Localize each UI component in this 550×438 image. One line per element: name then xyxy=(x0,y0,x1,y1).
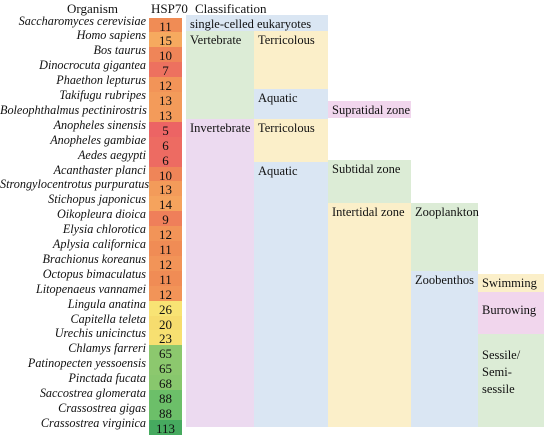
class-sessile: Sessile/ Semi- sessile xyxy=(478,334,544,427)
hsp70-cell: 12 xyxy=(149,226,182,242)
hsp70-cell: 9 xyxy=(149,211,182,227)
hsp70-cell: 11 xyxy=(149,270,182,287)
hsp70-cell: 15 xyxy=(149,32,182,48)
class-zooplankton: Zooplankton xyxy=(411,203,479,271)
hsp70-cell: 88 xyxy=(149,390,182,406)
hsp70-cell: 68 xyxy=(149,375,182,391)
class-swimming: Swimming xyxy=(478,274,544,292)
header-classification: Classification xyxy=(195,1,267,16)
hsp70-cell: 7 xyxy=(149,62,182,78)
organism-name: Patinopecten yessoensis xyxy=(27,356,146,371)
organism-name: Brachionus koreanus xyxy=(42,251,146,266)
organism-name: Phaethon lepturus xyxy=(56,73,146,88)
hsp70-cell: 12 xyxy=(149,285,182,302)
header-organism: Organism xyxy=(67,1,119,16)
organism-name: Oikopleura dioica xyxy=(56,207,146,222)
hsp70-cell: 113 xyxy=(149,419,182,436)
hsp70-cell: 65 xyxy=(149,345,182,361)
hsp70-cell: 13 xyxy=(149,106,182,123)
hsp70-cell: 14 xyxy=(149,196,182,212)
organism-name: Homo sapiens xyxy=(76,28,146,43)
organism-name: Litopenaeus vannamei xyxy=(35,281,146,296)
organism-name: Strongylocentrotus purpuratus xyxy=(0,177,150,192)
organism-name: Takifugu rubripes xyxy=(59,88,146,102)
hsp70-cell: 23 xyxy=(149,330,182,346)
hsp70-cell: 5 xyxy=(149,121,182,138)
hsp70-cell: 12 xyxy=(149,77,182,93)
sessile-line-1: Sessile/ xyxy=(482,348,521,362)
class-intertidal: Intertidal zone xyxy=(328,203,411,427)
organism-name: Dinocrocuta gigantea xyxy=(39,58,146,73)
organism-name: Anopheles gambiae xyxy=(50,132,146,147)
sessile-line-3: sessile xyxy=(482,382,515,396)
hsp70-cell: 6 xyxy=(149,151,182,168)
organism-name: Boleophthalmus pectinirostris xyxy=(0,102,147,117)
class-single-celled: single-celled eukaryotes xyxy=(186,15,328,31)
hsp70-cell: 12 xyxy=(149,255,182,272)
hsp70-cell: 65 xyxy=(149,360,182,376)
hsp70-cell: 11 xyxy=(149,241,182,257)
organism-name: Stichopus japonicus xyxy=(48,192,146,207)
hsp70-cell: 26 xyxy=(149,300,182,317)
organism-name: Octopus bimaculatus xyxy=(42,266,146,281)
organism-name: Urechis unicinctus xyxy=(54,326,146,341)
organism-name: Capitella teleta xyxy=(70,311,146,326)
organism-name: Saccharomyces cerevisiae xyxy=(18,13,146,28)
hsp70-cell: 10 xyxy=(149,166,182,183)
hsp70-cell: 88 xyxy=(149,404,182,421)
class-terricolous-1: Terricolous xyxy=(254,31,328,89)
organism-name: Chlamys farreri xyxy=(68,341,146,356)
organism-name: Anopheles sinensis xyxy=(53,117,146,132)
organism-name: Crassostrea gigas xyxy=(58,400,146,415)
class-vertebrate: Vertebrate xyxy=(186,31,254,119)
class-subtidal: Subtidal zone xyxy=(328,160,411,203)
organism-name: Aedes aegypti xyxy=(77,147,146,162)
class-aquatic-2: Aquatic xyxy=(254,162,328,427)
organism-name: Crassostrea virginica xyxy=(40,415,146,430)
hsp70-cell: 13 xyxy=(149,181,182,197)
organism-name: Elysia chlorotica xyxy=(62,222,146,237)
organism-name: Lingula anatina xyxy=(67,296,146,311)
class-invertebrate: Invertebrate xyxy=(186,119,254,427)
hsp70-cell: 13 xyxy=(149,92,182,108)
hsp70-cell: 6 xyxy=(149,136,182,153)
organism-name: Aplysia californica xyxy=(52,237,146,251)
organism-name: Acanthaster planci xyxy=(53,162,146,177)
organism-name: Saccostrea glomerata xyxy=(39,386,146,400)
class-supratidal: Supratidal zone xyxy=(328,101,411,118)
organism-name: Pinctada fucata xyxy=(68,371,146,386)
hsp70-cell: 11 xyxy=(149,17,182,34)
sessile-line-2: Semi- xyxy=(482,365,512,379)
organism-name: Bos taurus xyxy=(93,43,146,58)
hsp70-cell: 20 xyxy=(149,315,182,332)
class-terricolous-2: Terricolous xyxy=(254,119,328,162)
class-zoobenthos: Zoobenthos xyxy=(411,271,478,427)
header-hsp70: HSP70 xyxy=(151,1,188,16)
class-burrowing: Burrowing xyxy=(478,292,544,334)
class-aquatic-1: Aquatic xyxy=(254,89,328,119)
hsp70-cell: 10 xyxy=(149,47,182,63)
